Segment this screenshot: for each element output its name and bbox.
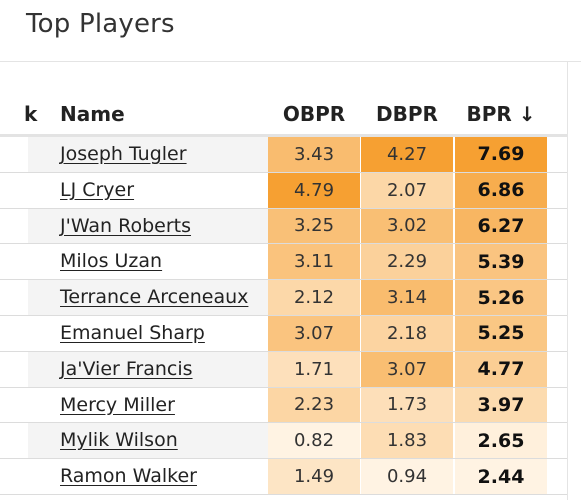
table-row: LJ Cryer 4.79 2.07 6.86 [0,172,567,209]
table-row: Ramon Walker 1.49 0.94 2.44 [0,459,567,495]
dbpr-cell: 0.94 [361,459,453,494]
obpr-cell: 4.79 [268,172,360,208]
scroll-container-edge [567,62,581,500]
dbpr-cell: 3.07 [361,351,453,387]
table-row: Ja'Vier Francis 1.71 3.07 4.77 [0,351,567,388]
column-header-bpr-sorted[interactable]: BPR ↓ [466,102,536,126]
dbpr-cell: 4.27 [361,137,453,172]
player-name-cell: LJ Cryer [28,172,268,208]
column-header-rank[interactable]: k [24,102,38,126]
table-row: Terrance Arceneaux 2.12 3.14 5.26 [0,280,567,316]
table-row: Mercy Miller 2.23 1.73 3.97 [0,387,567,424]
dbpr-cell: 2.18 [361,315,453,351]
player-name-link[interactable]: Mercy Miller [60,393,175,416]
player-name-cell: Terrance Arceneaux [28,280,268,315]
player-name-cell: Ja'Vier Francis [28,351,268,387]
table-row: Mylik Wilson 0.82 1.83 2.65 [0,423,567,460]
player-name-link[interactable]: Ramon Walker [60,465,197,488]
player-name-link[interactable]: Ja'Vier Francis [60,357,193,380]
dbpr-cell: 2.07 [361,172,453,208]
table-header: k Name OBPR DBPR BPR ↓ [0,96,567,137]
table-row: Joseph Tugler 3.43 4.27 7.69 [0,137,567,173]
bpr-cell: 2.65 [455,423,547,459]
player-name-link[interactable]: J'Wan Roberts [60,214,192,237]
obpr-cell: 0.82 [268,423,360,459]
player-name-link[interactable]: Terrance Arceneaux [60,286,249,309]
bpr-cell: 6.86 [455,172,547,208]
player-name-cell: Milos Uzan [28,244,268,280]
obpr-cell: 1.71 [268,351,360,387]
page-title: Top Players [26,9,175,39]
table-body: Joseph Tugler 3.43 4.27 7.69 LJ Cryer 4.79 2.0… [0,137,567,495]
player-name-cell: Mylik Wilson [28,423,268,459]
player-name-cell: Joseph Tugler [28,137,268,172]
player-name-link[interactable]: Milos Uzan [60,250,163,273]
bpr-cell: 2.44 [455,459,547,494]
obpr-cell: 3.07 [268,315,360,351]
column-header-name[interactable]: Name [60,102,125,126]
table-row: Emanuel Sharp 3.07 2.18 5.25 [0,315,567,352]
players-table: k Name OBPR DBPR BPR ↓ Joseph Tugler 3.43… [0,96,567,495]
obpr-cell: 3.25 [268,208,360,244]
player-name-cell: Mercy Miller [28,387,268,423]
column-header-obpr[interactable]: OBPR [282,102,346,126]
player-name-link[interactable]: Emanuel Sharp [60,321,205,344]
player-name-cell: Ramon Walker [28,459,268,494]
obpr-cell: 1.49 [268,459,360,494]
panel-header: Top Players [0,0,581,62]
table-row: Milos Uzan 3.11 2.29 5.39 [0,244,567,281]
dbpr-cell: 2.29 [361,244,453,280]
bpr-cell: 7.69 [455,137,547,172]
player-name-cell: J'Wan Roberts [28,208,268,244]
bpr-cell: 5.39 [455,244,547,280]
obpr-cell: 2.12 [268,280,360,315]
player-name-link[interactable]: LJ Cryer [60,178,135,201]
bpr-cell: 5.25 [455,315,547,351]
bpr-cell: 6.27 [455,208,547,244]
player-name-cell: Emanuel Sharp [28,315,268,351]
dbpr-cell: 1.73 [361,387,453,423]
bpr-cell: 4.77 [455,351,547,387]
obpr-cell: 3.43 [268,137,360,172]
obpr-cell: 3.11 [268,244,360,280]
bpr-cell: 3.97 [455,387,547,423]
obpr-cell: 2.23 [268,387,360,423]
dbpr-cell: 1.83 [361,423,453,459]
dbpr-cell: 3.02 [361,208,453,244]
column-header-dbpr[interactable]: DBPR [376,102,438,126]
bpr-cell: 5.26 [455,280,547,315]
player-name-link[interactable]: Joseph Tugler [60,143,187,165]
dbpr-cell: 3.14 [361,280,453,315]
table-row: J'Wan Roberts 3.25 3.02 6.27 [0,208,567,245]
player-name-link[interactable]: Mylik Wilson [60,429,178,452]
